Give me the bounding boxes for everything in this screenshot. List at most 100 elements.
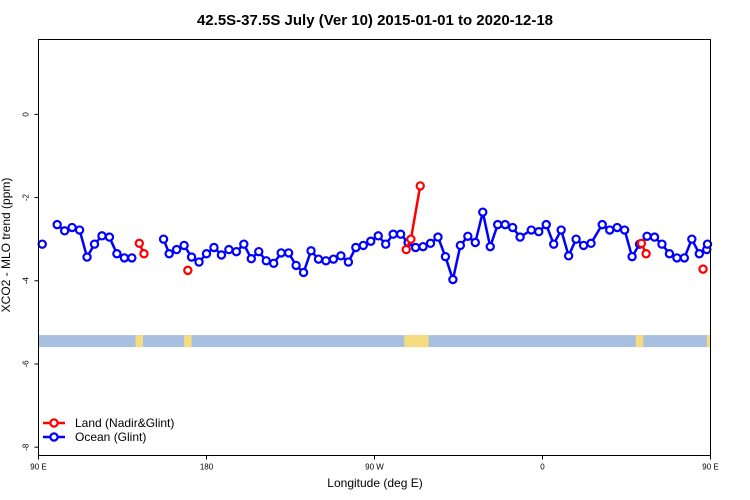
data-point <box>321 256 331 266</box>
data-point <box>657 239 667 249</box>
data-point <box>343 257 354 267</box>
data-point <box>649 232 660 242</box>
legend: Land (Nadir&Glint)Ocean (Glint) <box>43 416 174 444</box>
data-point <box>571 234 581 244</box>
ocean-strip <box>38 335 711 348</box>
data-point <box>158 234 169 244</box>
data-point <box>526 225 537 235</box>
data-point <box>74 225 85 235</box>
data-point <box>194 257 204 267</box>
data-point <box>231 246 242 257</box>
data-point <box>336 251 346 261</box>
data-point <box>549 239 559 249</box>
data-point <box>455 240 466 251</box>
data-point <box>298 267 309 278</box>
land-patch <box>635 335 644 348</box>
data-point <box>612 222 622 233</box>
data-point <box>672 253 682 263</box>
data-point <box>89 239 100 249</box>
y-tick-label: -8 <box>22 443 31 451</box>
data-point <box>216 250 227 260</box>
data-point <box>239 239 249 249</box>
data-point <box>433 232 443 242</box>
data-point <box>97 231 107 241</box>
data-point <box>619 225 630 235</box>
data-point <box>381 239 391 249</box>
data-point <box>687 234 697 244</box>
x-tick-label: 90 W <box>365 463 384 472</box>
land-patch <box>135 335 144 348</box>
data-point <box>52 219 62 230</box>
y-axis: 0 -2 -4 -6 -8 <box>22 112 39 451</box>
data-point <box>351 242 361 253</box>
legend-marker <box>49 432 59 442</box>
land-patch <box>404 335 429 348</box>
data-point <box>139 249 149 259</box>
legend-label: Ocean (Glint) <box>75 430 146 444</box>
data-point <box>224 244 234 255</box>
data-point <box>306 246 316 256</box>
data-point <box>261 256 271 266</box>
data-point <box>563 251 574 261</box>
data-point <box>127 253 137 263</box>
data-point <box>679 253 690 263</box>
data-point <box>507 222 518 233</box>
series-land <box>134 181 708 276</box>
data-point <box>134 238 144 249</box>
chart-title: 42.5S-37.5S July (Ver 10) 2015-01-01 to … <box>197 12 553 29</box>
data-point <box>119 253 130 263</box>
data-point <box>186 252 197 262</box>
series-ocean <box>37 207 713 285</box>
data-point <box>59 226 70 236</box>
data-point <box>112 249 122 259</box>
data-point <box>328 254 339 264</box>
data-point <box>366 236 376 246</box>
x-axis: 90 E 180 90 W 0 90 E <box>30 455 719 472</box>
data-point <box>313 254 324 264</box>
data-point <box>541 219 551 230</box>
data-point <box>636 238 647 249</box>
data-point <box>534 226 544 237</box>
data-point <box>485 241 495 252</box>
data-point <box>641 249 651 259</box>
data-point <box>291 260 301 271</box>
data-point <box>597 219 607 230</box>
data-point <box>605 225 615 235</box>
y-tick-label: -4 <box>22 277 31 285</box>
x-tick-label: 180 <box>200 463 214 472</box>
data-point <box>642 231 652 241</box>
legend-marker <box>49 418 59 428</box>
data-point <box>183 265 193 276</box>
data-point <box>269 258 279 269</box>
data-point <box>440 251 451 262</box>
y-axis-label: XCO2 - MLO trend (ppm) <box>0 178 13 313</box>
data-point <box>406 234 416 244</box>
data-point <box>478 207 488 217</box>
y-tick-label: 0 <box>22 112 31 117</box>
data-point <box>698 264 708 274</box>
land-patch <box>184 335 192 348</box>
y-tick-label: -2 <box>22 193 31 201</box>
data-point <box>448 274 458 285</box>
data-point <box>418 241 428 252</box>
data-point <box>500 219 510 230</box>
data-point <box>395 229 406 239</box>
data-point <box>164 249 174 259</box>
land-ocean-strip <box>38 335 711 348</box>
data-point <box>401 244 411 255</box>
data-point <box>276 248 286 258</box>
x-axis-label: Longitude (deg E) <box>327 476 422 490</box>
data-point <box>627 251 637 262</box>
data-point <box>104 232 115 242</box>
data-point <box>664 249 675 259</box>
data-point <box>702 239 713 249</box>
data-point <box>694 249 705 259</box>
data-point <box>254 246 264 257</box>
data-point <box>373 231 383 241</box>
data-point <box>410 242 421 253</box>
data-point <box>463 231 473 241</box>
legend-label: Land (Nadir&Glint) <box>75 416 174 430</box>
land-patch <box>706 335 711 348</box>
x-tick-label: 90 E <box>30 463 46 472</box>
